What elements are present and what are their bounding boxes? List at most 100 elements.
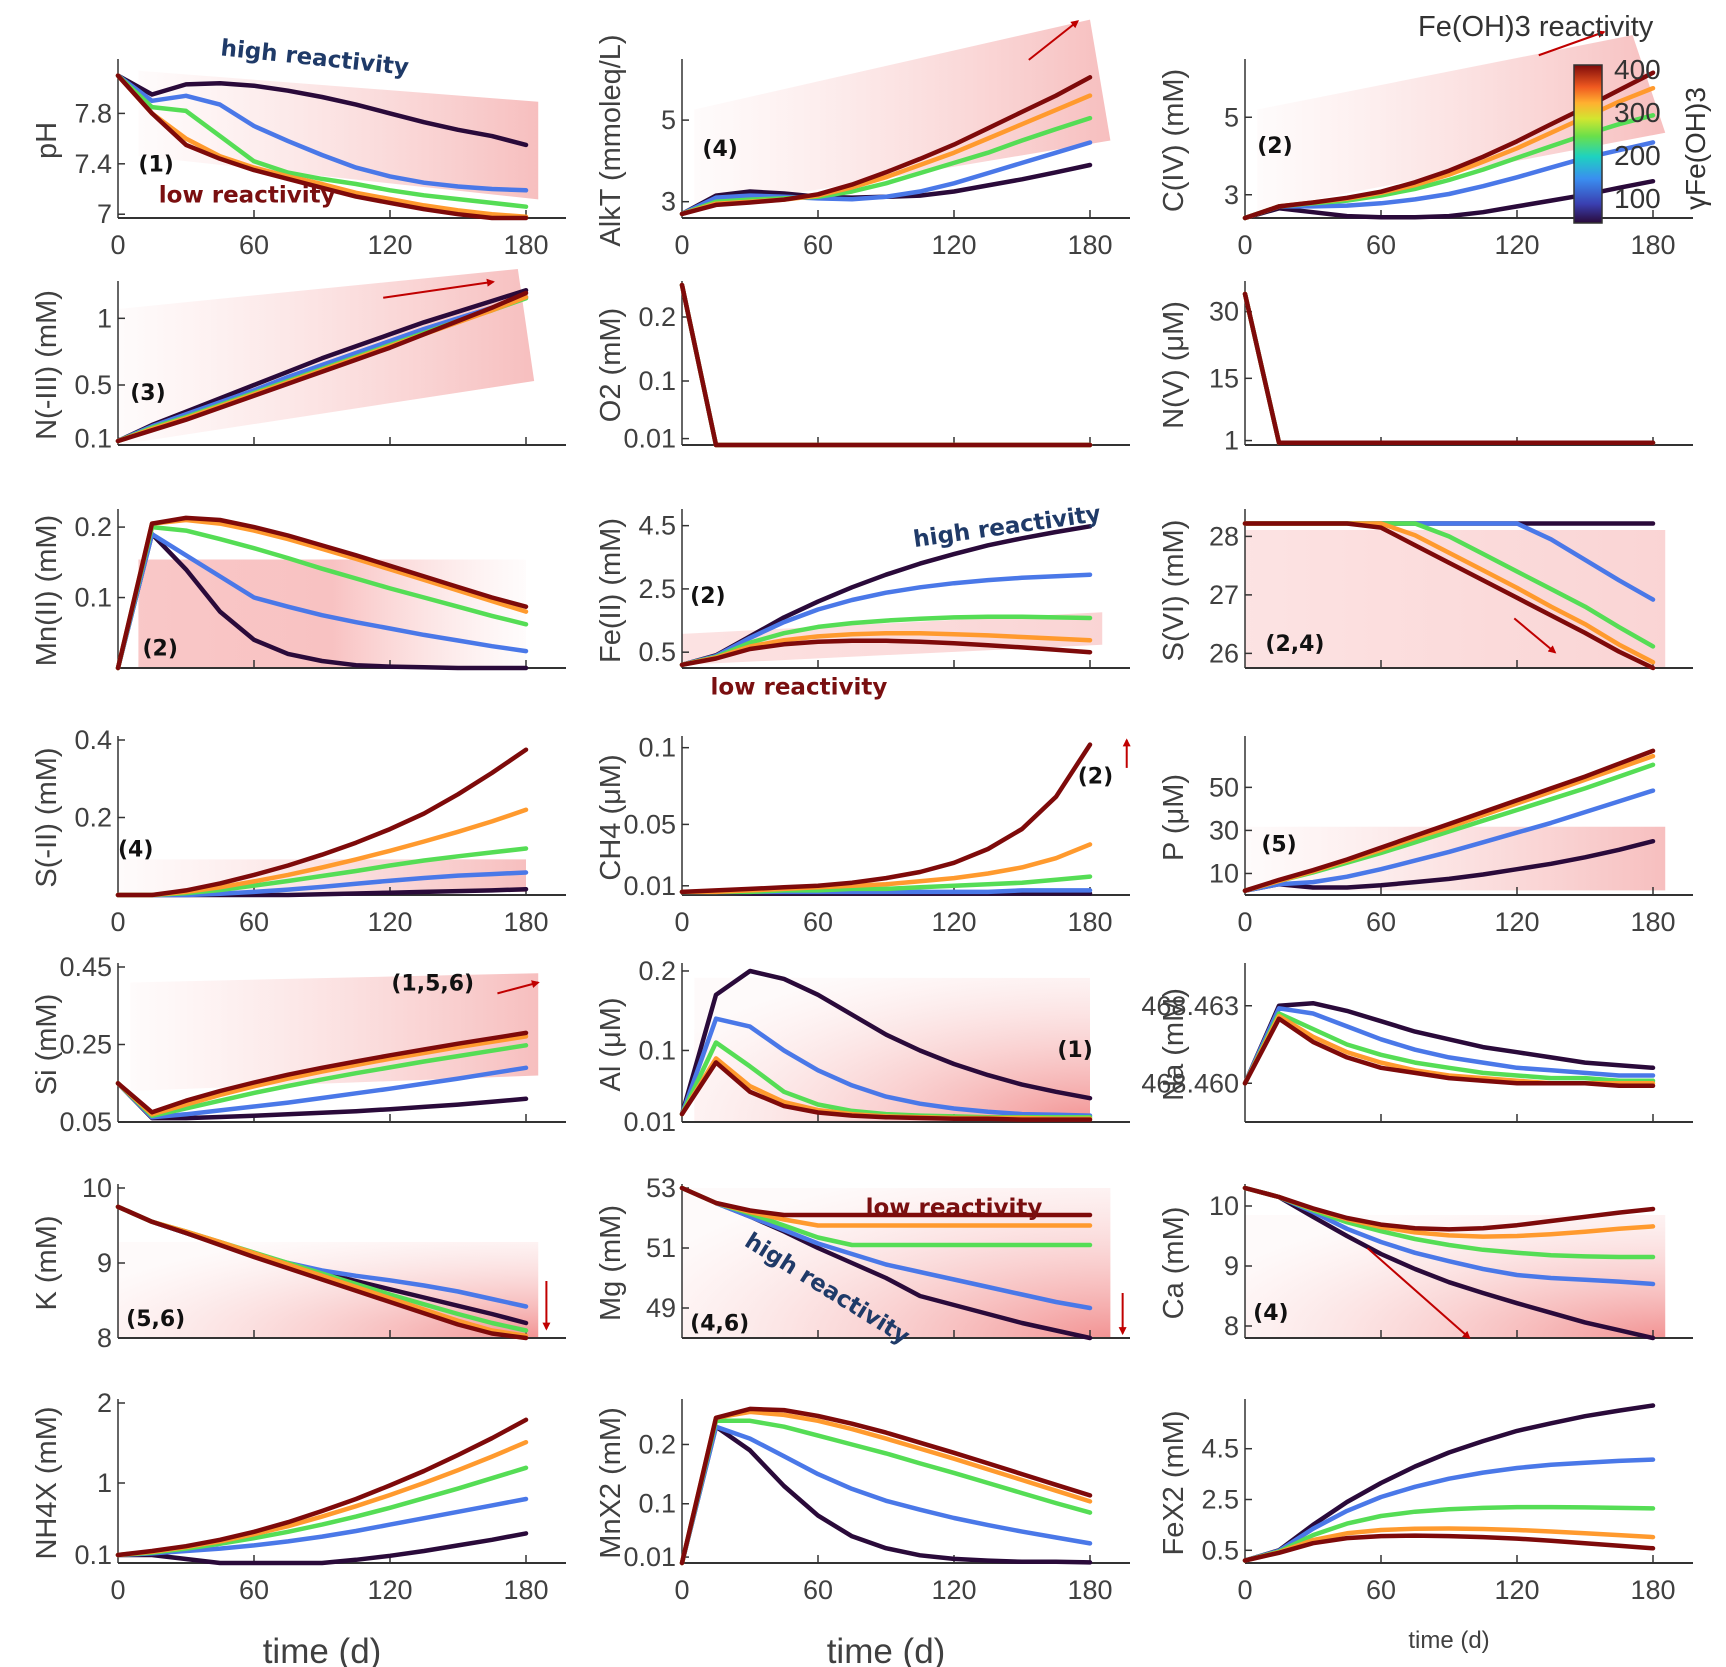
x-tick-label: 120 bbox=[931, 1575, 976, 1605]
series-line-2 bbox=[1242, 1457, 1656, 1563]
x-tick-label: 120 bbox=[1494, 907, 1539, 937]
series-line-1 bbox=[679, 1424, 1093, 1566]
y-axis-label: NH4X (mM) bbox=[31, 1406, 63, 1559]
x-tick-label: 60 bbox=[1366, 907, 1396, 937]
panel-feII: 0.5 2.5 4.5 Fe(II) (mM) bbox=[595, 509, 1130, 669]
x-tick-label: 0 bbox=[110, 1575, 125, 1605]
y-tick-label: 8 bbox=[1224, 1311, 1239, 1341]
y-tick-label: 0.2 bbox=[638, 302, 676, 332]
x-tick-label: 180 bbox=[1067, 230, 1112, 260]
y-tick-label: 0.2 bbox=[638, 956, 676, 986]
panel-fex2: 0 60 120 180 0.5 2.5 4.5 FeX2 (mM) time (d) bbox=[1158, 1399, 1693, 1654]
process-annotation: (4) bbox=[118, 837, 153, 862]
x-tick-label: 180 bbox=[503, 230, 548, 260]
highlight-band bbox=[138, 559, 526, 668]
y-tick-label: 5 bbox=[1224, 102, 1239, 132]
y-tick-label: 0.5 bbox=[74, 370, 112, 400]
series-line-1 bbox=[679, 282, 1093, 448]
series-line-2 bbox=[1242, 291, 1656, 446]
highlight-band bbox=[694, 19, 1111, 211]
series-line-4 bbox=[679, 1409, 1093, 1566]
colorbar: Fe(OH)3 reactivity 400 300 200 100 γFe(O… bbox=[1418, 11, 1711, 224]
series-line-3 bbox=[1242, 291, 1656, 446]
series-line-5 bbox=[679, 1185, 1093, 1218]
y-axis-label: MnX2 (mM) bbox=[595, 1407, 627, 1558]
process-annotation: (3) bbox=[130, 381, 165, 406]
trend-arrow bbox=[1028, 20, 1080, 61]
series-line-3 bbox=[115, 73, 529, 209]
series-line-5 bbox=[679, 1406, 1093, 1566]
x-tick-label: 180 bbox=[503, 1575, 548, 1605]
panel-ch4: 0 60 120 180 0.01 0.05 0.1 CH4 (μM) bbox=[595, 733, 1130, 937]
y-tick-label: 30 bbox=[1209, 297, 1239, 327]
colorbar-label: γFe(OH)3 bbox=[1680, 87, 1711, 210]
y-tick-label: 0.1 bbox=[74, 1540, 112, 1570]
trend-arrow bbox=[1366, 1247, 1471, 1340]
y-tick-label: 0.2 bbox=[74, 803, 112, 833]
series-line-2 bbox=[1242, 1006, 1656, 1086]
y-tick-label: 49 bbox=[646, 1293, 676, 1323]
panel-ca: 8 9 10 Ca (mM) bbox=[1158, 1184, 1693, 1341]
series-line-5 bbox=[1242, 1185, 1656, 1232]
y-tick-label: 0.1 bbox=[638, 1035, 676, 1065]
x-tick-label: 180 bbox=[1630, 230, 1675, 260]
highlight-band bbox=[694, 977, 1090, 1122]
series-line-5 bbox=[679, 742, 1093, 895]
series-line-4 bbox=[679, 630, 1093, 668]
y-axis-label: AlkT (mmoleq/L) bbox=[595, 34, 627, 246]
series-line-3 bbox=[115, 524, 529, 671]
panel-sII: 0 60 120 180 0.2 0.4 S(-II) (mM) bbox=[31, 725, 566, 937]
process-annotation: (1) bbox=[1057, 1038, 1092, 1063]
series-line-2 bbox=[115, 531, 529, 671]
series-line-5 bbox=[115, 1417, 529, 1558]
panel-nh4x: 0 60 120 180 0.1 1 2 NH4X (mM) time (d) bbox=[31, 1388, 566, 1667]
series-line-5 bbox=[115, 290, 529, 444]
x-tick-label: 120 bbox=[367, 230, 412, 260]
process-annotation: (2,4) bbox=[1265, 632, 1324, 657]
y-axis-label: Fe(II) (mM) bbox=[595, 518, 627, 663]
y-tick-label: 10 bbox=[82, 1173, 112, 1203]
x-axis-label: time (d) bbox=[827, 1632, 946, 1667]
y-tick-label: 2.5 bbox=[638, 574, 676, 604]
x-tick-label: 0 bbox=[674, 1575, 689, 1605]
series-line-5 bbox=[115, 73, 529, 221]
y-tick-label: 51 bbox=[646, 1233, 676, 1263]
y-tick-label: 8 bbox=[97, 1323, 112, 1353]
y-axis-label: pH bbox=[31, 122, 63, 159]
high-reactivity-label: high reactivity bbox=[219, 35, 410, 81]
x-tick-label: 0 bbox=[110, 907, 125, 937]
y-axis-label: Na (mM) bbox=[1158, 988, 1190, 1101]
y-axis-label: Ca (mM) bbox=[1158, 1207, 1190, 1320]
series-line-2 bbox=[679, 282, 1093, 448]
y-tick-label: 0.01 bbox=[623, 424, 676, 454]
y-tick-label: 7 bbox=[97, 199, 112, 229]
y-axis-label: Mg (mM) bbox=[595, 1205, 627, 1321]
y-axis-label: S(VI) (mM) bbox=[1158, 520, 1190, 662]
trend-arrow bbox=[1538, 30, 1606, 57]
y-tick-label: 9 bbox=[1224, 1251, 1239, 1281]
y-axis-label: Si (mM) bbox=[31, 994, 63, 1095]
annotations: (1) high reactivity low reactivity (4) (2) (3… bbox=[118, 20, 1606, 1350]
colorbar-title: Fe(OH)3 reactivity bbox=[1418, 11, 1654, 43]
panel-nV: 1 15 30 N(V) (μM) bbox=[1158, 281, 1693, 456]
y-tick-label: 30 bbox=[1209, 815, 1239, 845]
x-tick-label: 60 bbox=[239, 907, 269, 937]
y-tick-label: 28 bbox=[1209, 521, 1239, 551]
highlight-band bbox=[1257, 35, 1666, 211]
x-axis-label: time (d) bbox=[263, 1632, 382, 1667]
series-line-5 bbox=[1242, 748, 1656, 893]
y-tick-label: 0.1 bbox=[74, 583, 112, 613]
series-line-1 bbox=[115, 1531, 529, 1566]
x-tick-label: 0 bbox=[1237, 230, 1252, 260]
panel-k: 8 9 10 K (mM) bbox=[31, 1173, 566, 1353]
series-line-4 bbox=[115, 1034, 529, 1117]
series-line-5 bbox=[1242, 521, 1656, 671]
y-tick-label: 0.01 bbox=[623, 1542, 676, 1572]
y-axis-label: FeX2 (mM) bbox=[1158, 1411, 1190, 1556]
y-tick-label: 0.01 bbox=[623, 871, 676, 901]
x-tick-label: 60 bbox=[239, 230, 269, 260]
series-line-5 bbox=[1242, 1016, 1656, 1089]
x-tick-label: 60 bbox=[239, 1575, 269, 1605]
x-axis-label: time (d) bbox=[1408, 1627, 1489, 1654]
